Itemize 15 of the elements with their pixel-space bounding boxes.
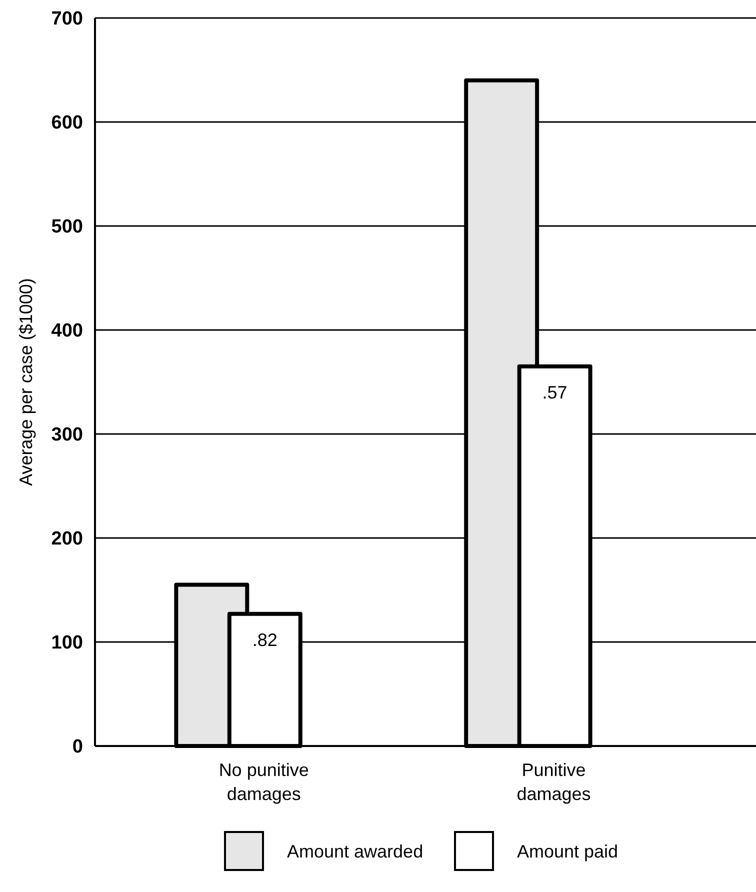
- annotation: .82: [252, 630, 278, 650]
- legend-label: Amount awarded: [287, 841, 424, 862]
- x-tick-label: Punitive damages: [516, 760, 591, 804]
- legend-label: Amount paid: [517, 841, 618, 862]
- y-tick-label: 0: [72, 736, 83, 758]
- y-tick-label: 300: [51, 424, 83, 446]
- y-tick-label: 200: [51, 528, 83, 550]
- y-tick-label: 500: [51, 216, 83, 238]
- y-tick-label: 100: [51, 632, 83, 654]
- annotation: .57: [542, 382, 568, 402]
- y-tick-label: 600: [51, 112, 83, 134]
- y-tick-label: 400: [51, 320, 83, 342]
- x-tick-label: No punitive damages: [218, 760, 309, 804]
- y-tick-label: 700: [51, 8, 83, 30]
- y-axis-title: Average per case ($1000): [16, 278, 36, 486]
